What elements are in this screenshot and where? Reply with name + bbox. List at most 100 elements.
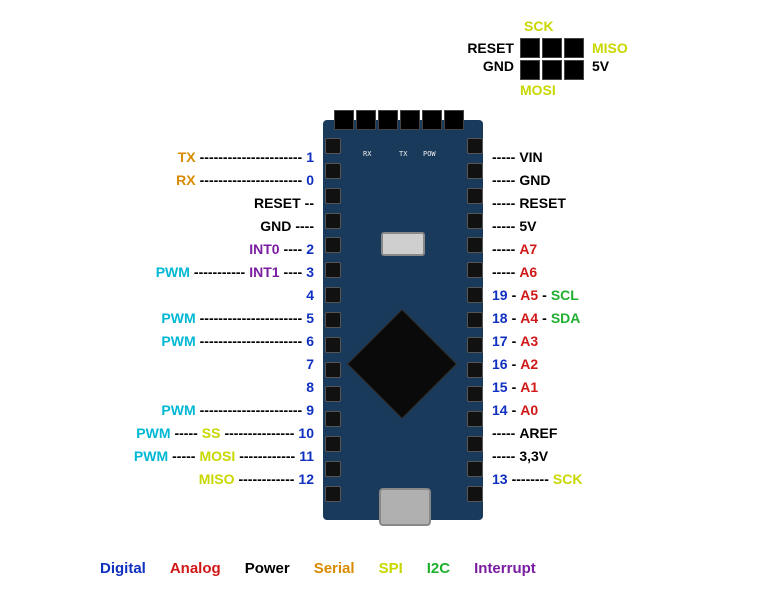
left-row-0: TX ---------------------- 1 bbox=[176, 145, 316, 169]
pin-label-scl: SCL bbox=[549, 287, 581, 303]
pin-label-int0: INT0 bbox=[247, 241, 281, 257]
pin-label-14: 14 bbox=[490, 402, 510, 418]
icsp-miso-label: MISO bbox=[592, 40, 628, 56]
right-row-2: ----- RESET bbox=[490, 191, 568, 215]
legend-i2c: I2C bbox=[427, 560, 450, 577]
pin-label-a6: A6 bbox=[517, 264, 539, 280]
dash: - bbox=[510, 356, 519, 372]
legend-analog: Analog bbox=[170, 560, 221, 577]
left-row-7: PWM ---------------------- 5 bbox=[159, 306, 316, 330]
left-row-4: INT0 ---- 2 bbox=[247, 237, 316, 261]
right-row-6: 19- A5 - SCL bbox=[490, 283, 581, 307]
dash: ----- bbox=[490, 218, 517, 234]
legend-spi: SPI bbox=[379, 560, 403, 577]
pin-label-a7: A7 bbox=[517, 241, 539, 257]
icsp-mosi-label: MOSI bbox=[520, 82, 556, 98]
dash: - bbox=[510, 333, 519, 349]
pin-label-tx: TX bbox=[176, 149, 198, 165]
pin-label-miso: MISO bbox=[197, 471, 237, 487]
dash: ------------ bbox=[237, 448, 297, 464]
dash: --------------- bbox=[222, 425, 296, 441]
right-row-11: 14- A0 bbox=[490, 398, 540, 422]
dash: ---------------------- bbox=[198, 149, 305, 165]
right-row-10: 15- A1 bbox=[490, 375, 540, 399]
left-row-6: 4 bbox=[304, 283, 316, 307]
dash: - bbox=[540, 310, 549, 326]
pin-label-15: 15 bbox=[490, 379, 510, 395]
pin-label-rx: RX bbox=[174, 172, 197, 188]
legend-interrupt: Interrupt bbox=[474, 560, 536, 577]
pin-label-aref: AREF bbox=[517, 425, 559, 441]
pin-label-sck: SCK bbox=[551, 471, 585, 487]
left-row-14: MISO ------------ 12 bbox=[197, 467, 316, 491]
pin-label-4: 4 bbox=[304, 287, 316, 303]
pin-label-vin: VIN bbox=[517, 149, 544, 165]
pin-label-9: 9 bbox=[304, 402, 316, 418]
pin-label-ss: SS bbox=[200, 425, 223, 441]
color-legend: DigitalAnalogPowerSerialSPII2CInterrupt bbox=[100, 560, 536, 577]
dash: - bbox=[540, 287, 549, 303]
left-row-3: GND ---- bbox=[258, 214, 316, 238]
pin-label-2: 2 bbox=[304, 241, 316, 257]
dash: ----- bbox=[170, 448, 197, 464]
right-row-5: ----- A6 bbox=[490, 260, 539, 284]
right-row-9: 16- A2 bbox=[490, 352, 540, 376]
right-row-3: ----- 5V bbox=[490, 214, 538, 238]
board-top-header bbox=[333, 110, 473, 130]
pin-label-3,3v: 3,3V bbox=[517, 448, 550, 464]
pin-label-pwm: PWM bbox=[159, 333, 197, 349]
dash: ----------- bbox=[192, 264, 247, 280]
pin-label-pwm: PWM bbox=[159, 310, 197, 326]
dash: ---- bbox=[282, 264, 305, 280]
dash: ----- bbox=[490, 425, 517, 441]
pin-label-5v: 5V bbox=[517, 218, 538, 234]
left-row-13: PWM ----- MOSI ------------ 11 bbox=[132, 444, 316, 468]
right-row-13: ----- 3,3V bbox=[490, 444, 550, 468]
dash: ----- bbox=[172, 425, 199, 441]
pin-label-18: 18 bbox=[490, 310, 510, 326]
left-row-2: RESET -- bbox=[252, 191, 316, 215]
pin-label-6: 6 bbox=[304, 333, 316, 349]
usb-port bbox=[379, 488, 431, 526]
pin-label-pwm: PWM bbox=[154, 264, 192, 280]
pin-label-7: 7 bbox=[304, 356, 316, 372]
pin-label-17: 17 bbox=[490, 333, 510, 349]
dash: ----- bbox=[490, 241, 517, 257]
pin-label-int1: INT1 bbox=[247, 264, 281, 280]
board-left-pins bbox=[325, 138, 339, 502]
left-row-1: RX ---------------------- 0 bbox=[174, 168, 316, 192]
left-row-12: PWM ----- SS --------------- 10 bbox=[134, 421, 316, 445]
pin-label-8: 8 bbox=[304, 379, 316, 395]
arduino-nano-board: RX TX POW bbox=[323, 120, 483, 520]
dash: ----- bbox=[490, 448, 517, 464]
board-right-pins bbox=[467, 138, 481, 502]
pin-label-a1: A1 bbox=[518, 379, 540, 395]
pin-label-19: 19 bbox=[490, 287, 510, 303]
reset-button bbox=[381, 232, 425, 256]
legend-power: Power bbox=[245, 560, 290, 577]
dash: ---- bbox=[282, 241, 305, 257]
left-row-9: 7 bbox=[304, 352, 316, 376]
icsp-gnd-label: GND bbox=[483, 58, 514, 74]
dash: ---------------------- bbox=[198, 172, 305, 188]
dash: ---- bbox=[293, 218, 316, 234]
pin-label-16: 16 bbox=[490, 356, 510, 372]
pin-label-a2: A2 bbox=[518, 356, 540, 372]
atmega-chip bbox=[347, 309, 457, 419]
pin-label-gnd: GND bbox=[258, 218, 293, 234]
pin-label-10: 10 bbox=[296, 425, 316, 441]
dash: ----- bbox=[490, 172, 517, 188]
dash: -------- bbox=[510, 471, 551, 487]
right-row-12: ----- AREF bbox=[490, 421, 559, 445]
dash: -- bbox=[303, 195, 316, 211]
left-row-5: PWM ----------- INT1 ---- 3 bbox=[154, 260, 316, 284]
dash: - bbox=[510, 379, 519, 395]
legend-digital: Digital bbox=[100, 560, 146, 577]
pin-label-3: 3 bbox=[304, 264, 316, 280]
dash: ---------------------- bbox=[198, 310, 305, 326]
pin-label-11: 11 bbox=[297, 448, 316, 464]
pin-label-pwm: PWM bbox=[134, 425, 172, 441]
pin-label-a5: A5 bbox=[518, 287, 540, 303]
pin-label-reset: RESET bbox=[517, 195, 568, 211]
pin-label-a4: A4 bbox=[518, 310, 540, 326]
